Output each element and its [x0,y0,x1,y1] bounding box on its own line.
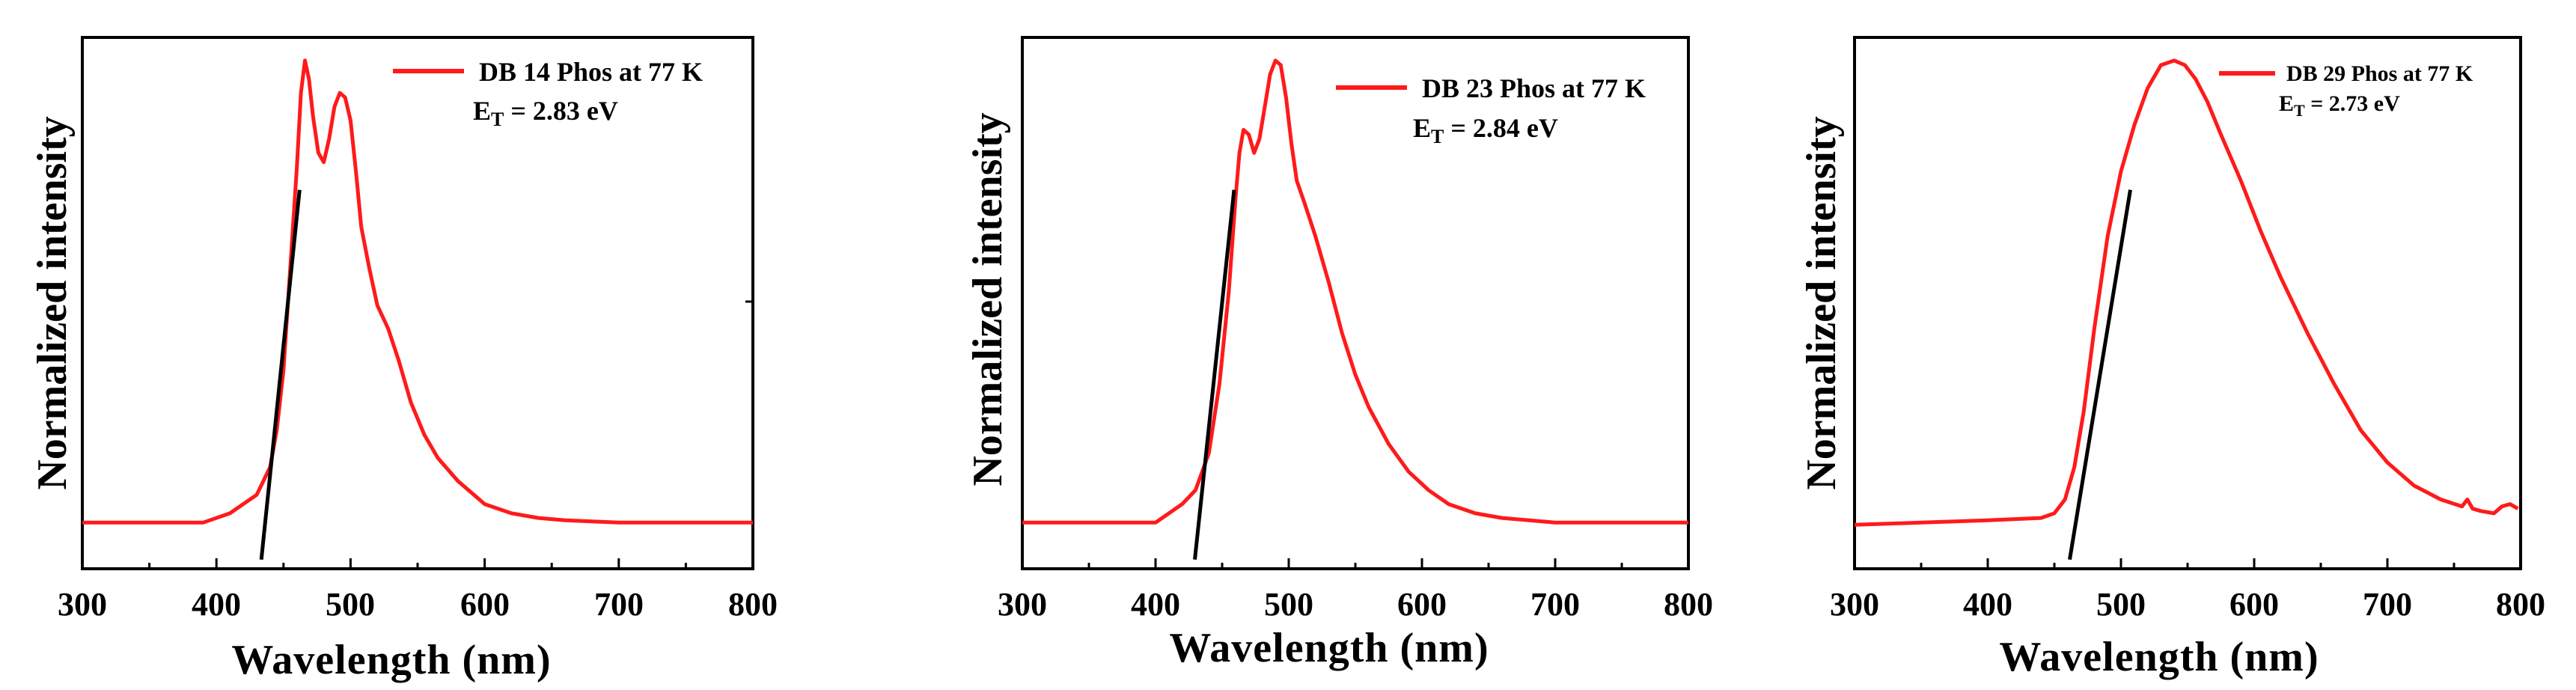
x-tick-label: 500 [2096,586,2146,623]
x-tick-label: 800 [2496,586,2545,623]
x-tick-label: 600 [460,586,510,623]
y-axis-label: Normalized intensity [1798,116,1845,489]
x-axis-label: Wavelength (nm) [1169,625,1489,671]
spectrum-line [1854,58,2519,527]
chart-panel-3: 300 400 500 600 700 800 Wavelength (nm) … [1798,36,2545,680]
energy-annotation: ET = 2.73 eV [2279,91,2400,120]
legend: DB 23 Phos at 77 K ET = 2.84 eV [1336,73,1646,147]
x-tick-label: 700 [1530,586,1580,623]
x-tick-label: 400 [1131,586,1180,623]
plot-frame [1021,36,1690,570]
energy-annotation: ET = 2.84 eV [1413,113,1558,147]
onset-tangent-line [259,189,302,560]
legend-label: DB 14 Phos at 77 K [479,57,703,87]
x-tick-label: 800 [1664,586,1713,623]
legend: DB 29 Phos at 77 K ET = 2.73 eV [2219,61,2473,120]
x-tick-label: 400 [1963,586,2012,623]
chart-panel-1: 300 400 500 600 700 800 Wavelength (nm) … [29,36,778,683]
legend-label: DB 23 Phos at 77 K [1422,73,1646,103]
x-tick-label: 600 [2229,586,2279,623]
y-axis-label: Normalized intensity [965,112,1011,486]
plot-frame [81,36,754,570]
x-tick-label: 600 [1397,586,1447,623]
x-axis-ticks [81,558,754,569]
x-tick-label: 300 [998,586,1047,623]
x-tick-label: 300 [58,586,107,623]
x-axis-label: Wavelength (nm) [1999,634,2319,680]
x-axis-label: Wavelength (nm) [231,637,551,683]
onset-tangent-line [2068,189,2132,561]
legend: DB 14 Phos at 77 K ET = 2.83 eV [393,57,703,130]
x-axis-ticks [1853,558,2522,569]
x-tick-label: 500 [1264,586,1313,623]
spectrum-line [1022,58,1688,525]
spectrum-line [82,58,753,525]
x-tick-label: 400 [192,586,241,623]
x-tick-label: 300 [1830,586,1879,623]
legend-label: DB 29 Phos at 77 K [2286,61,2473,86]
energy-annotation: ET = 2.83 eV [473,96,618,130]
x-tick-label: 700 [2363,586,2412,623]
onset-tangent-line [1193,189,1236,560]
x-tick-label: 700 [594,586,644,623]
x-tick-label: 500 [326,586,375,623]
x-axis-ticks [1021,558,1690,569]
y-axis-label: Normalized intensity [29,116,76,489]
chart-panel-2: 300 400 500 600 700 800 Wavelength (nm) … [965,36,1713,671]
x-tick-label: 800 [728,586,778,623]
